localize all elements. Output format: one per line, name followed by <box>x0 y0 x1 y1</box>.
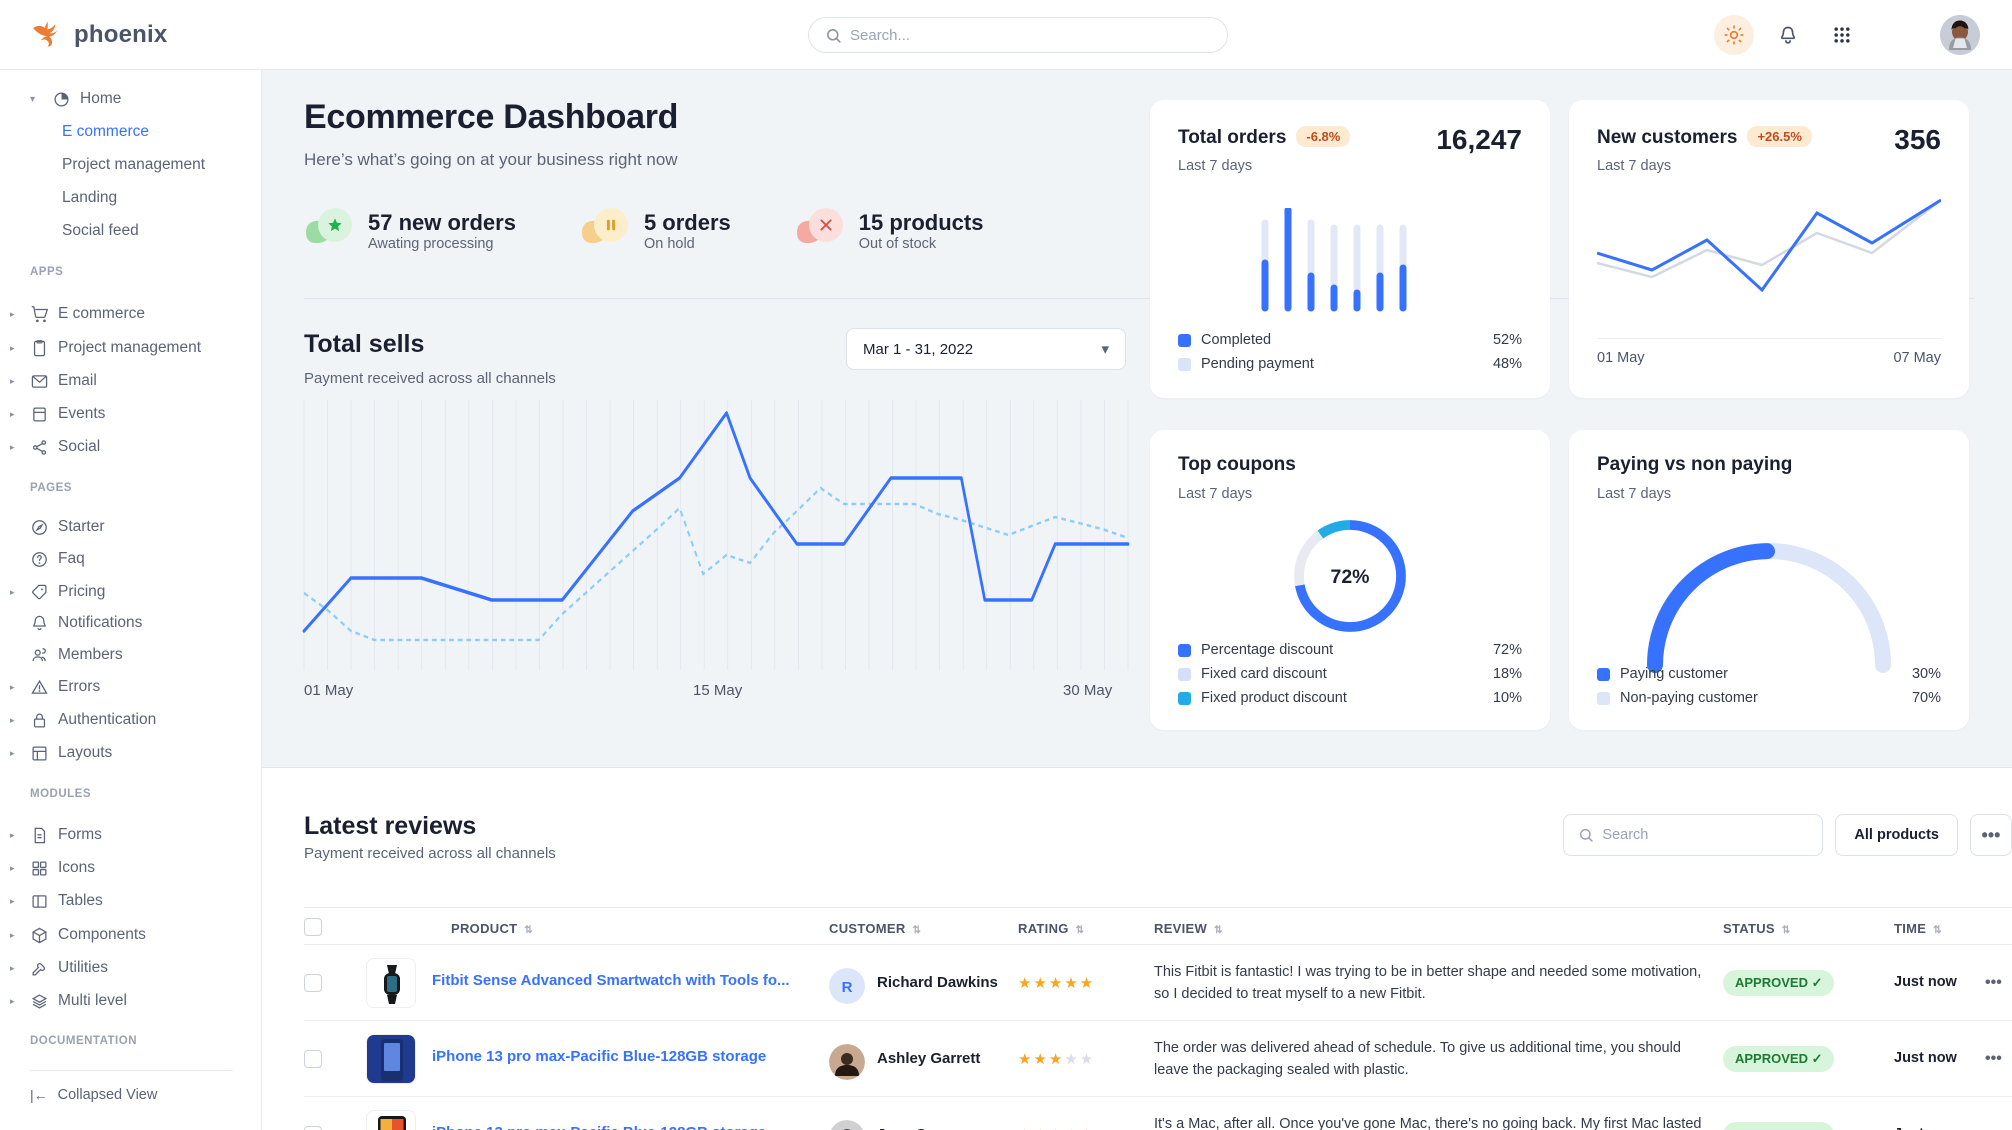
svg-text:R: R <box>842 979 853 996</box>
svg-text:72%: 72% <box>1330 566 1369 588</box>
